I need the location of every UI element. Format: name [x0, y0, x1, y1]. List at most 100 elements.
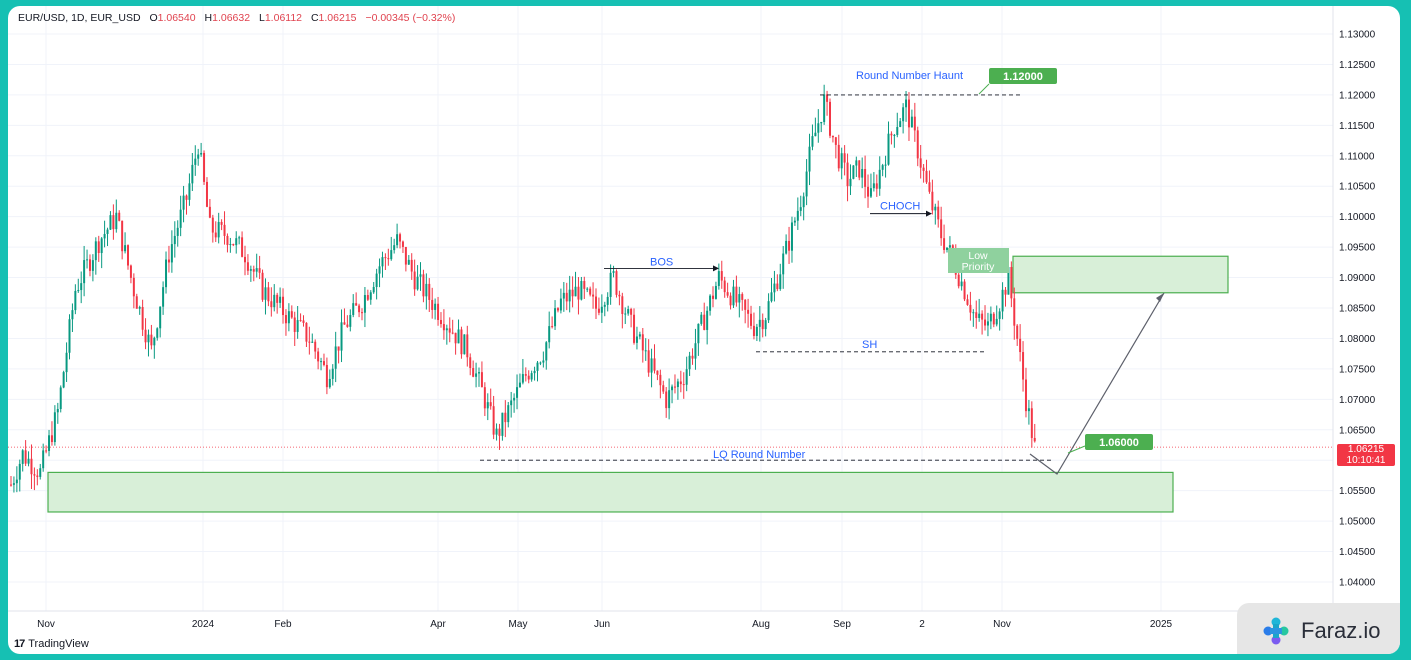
candle-body	[18, 463, 21, 480]
candle-body	[305, 322, 308, 342]
candle-body	[226, 235, 229, 246]
candle-body	[559, 298, 562, 311]
candle-body	[501, 412, 504, 436]
candle-body	[984, 319, 987, 326]
open-label: O	[149, 12, 158, 24]
candle-body	[12, 483, 15, 485]
brand-badge: Faraz.io	[1237, 603, 1400, 654]
tradingview-logo[interactable]: 17 TradingView	[14, 638, 89, 650]
candle-body	[48, 435, 51, 451]
candle-body	[217, 221, 220, 238]
round-number-haunt-label: Round Number Haunt	[856, 70, 963, 82]
candle-body	[849, 178, 852, 187]
candle-body	[846, 162, 849, 187]
candle-body	[790, 222, 793, 251]
candle-body	[542, 360, 545, 363]
candle-body	[434, 303, 437, 310]
candle-body	[173, 235, 176, 245]
candle-body	[758, 319, 761, 327]
candle-body	[764, 320, 767, 330]
candle-body	[191, 164, 194, 184]
candle-body	[776, 283, 779, 290]
x-tick-label: 2025	[1150, 619, 1173, 630]
candle-body	[258, 268, 261, 273]
y-tick-label: 1.11000	[1339, 151, 1375, 162]
candle-body	[694, 343, 697, 359]
candle-body	[574, 286, 577, 297]
candle-body	[975, 312, 978, 318]
candle-body	[744, 299, 747, 310]
candle-body	[486, 402, 489, 409]
candle-body	[831, 135, 834, 138]
demand-zone	[47, 471, 1174, 513]
candle-body	[735, 286, 738, 303]
candle-body	[782, 253, 785, 275]
candle-body	[583, 280, 586, 289]
candle-body	[1001, 289, 1004, 312]
bos-label: BOS	[650, 256, 673, 268]
price-chart[interactable]: 1.13000 1.12500 1.12000 1.11500 1.11000 1.105…	[8, 6, 1400, 654]
candle-body	[1016, 325, 1019, 339]
symbol-label[interactable]: EUR/USD, 1D, EUR_USD	[18, 12, 141, 24]
candle-body	[665, 391, 668, 409]
candle-body	[577, 286, 580, 300]
candle-body	[185, 195, 188, 200]
candle-body	[30, 458, 33, 475]
candle-body	[516, 387, 519, 398]
candle-body	[478, 372, 480, 374]
candle-body	[562, 292, 565, 299]
candle-body	[861, 168, 864, 178]
candle-body	[767, 301, 770, 321]
candle-body	[428, 283, 431, 300]
candle-body	[875, 183, 878, 189]
change-value: −0.00345 (−0.32%)	[365, 12, 456, 24]
candle-body	[858, 160, 861, 178]
y-tick-label: 1.12000	[1339, 90, 1376, 101]
candle-body	[296, 320, 299, 332]
candle-body	[545, 342, 548, 361]
y-tick-label: 1.10500	[1339, 182, 1376, 193]
candle-body	[62, 372, 65, 388]
candle-body	[656, 370, 659, 375]
candle-body	[91, 260, 94, 271]
x-tick-label: Aug	[752, 619, 770, 630]
candle-body	[600, 306, 603, 313]
tag-1-12000-bg	[989, 68, 1057, 84]
candle-body	[293, 317, 296, 332]
candle-body	[641, 334, 644, 351]
candle-body	[182, 195, 185, 210]
choch-label: CHOCH	[880, 201, 920, 213]
candle-body	[322, 361, 325, 365]
candle-body	[899, 121, 902, 128]
candle-body	[785, 240, 788, 254]
candle-body	[826, 94, 829, 102]
candle-body	[510, 400, 513, 406]
candle-body	[808, 146, 811, 172]
tag-1-12000-pointer	[978, 83, 990, 95]
candle-body	[615, 271, 618, 295]
candle-body	[697, 323, 700, 344]
bar-countdown: 10:10:41	[1346, 455, 1386, 466]
candle-body	[355, 303, 358, 306]
candle-body	[314, 341, 317, 352]
candle-body	[913, 116, 916, 131]
tradingview-text: TradingView	[28, 638, 89, 650]
candle-body	[916, 130, 919, 159]
candle-body	[238, 237, 241, 239]
x-tick-label: Nov	[37, 619, 55, 630]
candle-body	[893, 134, 896, 136]
candle-body	[495, 428, 498, 435]
candle-body	[969, 304, 972, 313]
candle-body	[53, 412, 56, 443]
candle-body	[960, 281, 963, 287]
candle-body	[840, 153, 843, 169]
tag-1-06000-text: 1.06000	[1099, 437, 1139, 449]
candle-body	[934, 206, 937, 211]
candle-body	[1019, 338, 1022, 353]
candle-body	[963, 281, 966, 300]
candle-body	[480, 372, 483, 388]
candle-body	[773, 283, 776, 293]
candle-body	[144, 329, 147, 343]
candle-body	[425, 283, 428, 297]
candle-body	[270, 301, 273, 308]
